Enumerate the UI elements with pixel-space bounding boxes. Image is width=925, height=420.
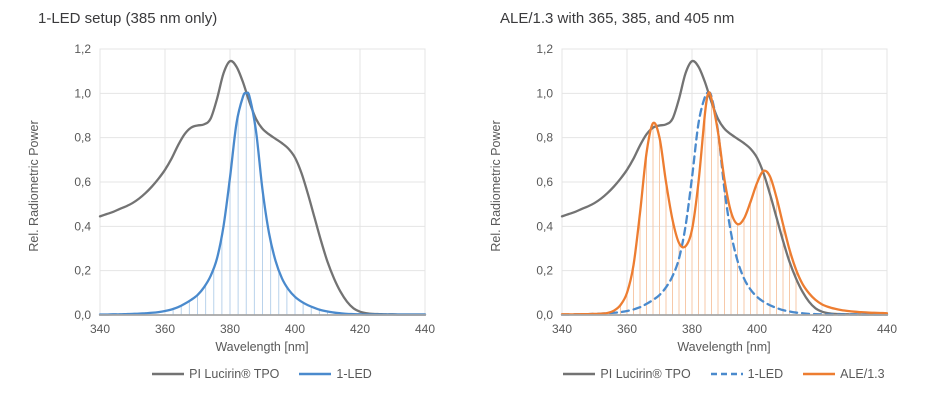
legend-item-1-led: 1-LED: [710, 367, 784, 381]
y-tick-label: 1,0: [536, 86, 553, 100]
x-tick-label: 420: [812, 322, 832, 336]
x-tick-label: 340: [552, 322, 572, 336]
y-tick-label: 1,0: [74, 86, 91, 100]
legend-line-sample: [299, 372, 332, 376]
x-tick-label: 420: [350, 322, 370, 336]
x-tick-label: 380: [682, 322, 702, 336]
chart-title: 1-LED setup (385 nm only): [38, 10, 218, 27]
x-tick-label: 440: [877, 322, 897, 336]
chart-title: ALE/1.3 with 365, 385, and 405 nm: [500, 10, 735, 27]
y-axis-title: Rel. Radiometric Power: [489, 120, 503, 251]
legend-item-pi-lucirin-tpo: PI Lucirin® TPO: [152, 367, 279, 381]
legend-line-sample: [563, 372, 596, 376]
y-tick-label: 0,2: [74, 264, 91, 278]
x-tick-label: 400: [747, 322, 767, 336]
legend-item-1-led: 1-LED: [299, 367, 372, 381]
legend-item-ale-1-3: ALE/1.3: [803, 367, 885, 381]
legend-item-pi-lucirin-tpo: PI Lucirin® TPO: [563, 367, 691, 381]
chart-panel-right: ALE/1.3 with 365, 385, and 405 nm Rel. R…: [462, 0, 924, 420]
x-axis-title: Wavelength [nm]: [677, 340, 770, 354]
y-tick-label: 0,6: [536, 175, 553, 189]
y-axis-title: Rel. Radiometric Power: [27, 120, 41, 251]
legend-line-sample: [710, 372, 743, 376]
x-axis-title: Wavelength [nm]: [215, 340, 308, 354]
legend-label: 1-LED: [336, 367, 372, 381]
y-tick-label: 0,4: [74, 219, 91, 233]
plot-area: 0,0 0,2 0,4 0,6 0,8 1,0 1,2 340 360 380 400 420 440: [536, 42, 897, 336]
y-tick-label: 0,6: [74, 175, 91, 189]
x-tick-label: 440: [415, 322, 435, 336]
series-ale-1-3: [560, 91, 889, 316]
plot-area: 0,0 0,2 0,4 0,6 0,8 1,0 1,2 340 360 380 400 420 440: [74, 42, 435, 336]
legend-label: ALE/1.3: [840, 367, 885, 381]
x-tick-label: 360: [155, 322, 175, 336]
y-tick-label: 0,8: [74, 131, 91, 145]
y-tick-label: 0,8: [536, 131, 553, 145]
legend-line-sample: [152, 372, 185, 376]
chart-canvas: Rel. Radiometric Power Wavelength [nm] 0…: [27, 42, 435, 354]
legend-label: PI Lucirin® TPO: [189, 367, 280, 381]
y-tick-label: 0,4: [536, 219, 553, 233]
x-tick-label: 360: [617, 322, 637, 336]
y-tick-label: 0,0: [536, 308, 553, 322]
legend-line-sample: [803, 372, 836, 376]
chart-canvas: Rel. Radiometric Power Wavelength [nm] 0…: [489, 42, 897, 354]
legend-label: 1-LED: [747, 367, 784, 381]
y-tick-label: 0,2: [536, 264, 553, 278]
legend: PI Lucirin® TPO 1-LED ALE/1.3: [462, 367, 924, 381]
x-tick-label: 400: [285, 322, 305, 336]
y-tick-label: 1,2: [536, 42, 553, 56]
chart-panel-left: 1-LED setup (385 nm only) Rel. Radiometr…: [0, 0, 462, 420]
legend-label: PI Lucirin® TPO: [600, 367, 691, 381]
legend: PI Lucirin® TPO 1-LED: [0, 367, 462, 381]
y-tick-label: 0,0: [74, 308, 91, 322]
x-tick-label: 380: [220, 322, 240, 336]
y-tick-label: 1,2: [74, 42, 91, 56]
x-tick-label: 340: [90, 322, 110, 336]
